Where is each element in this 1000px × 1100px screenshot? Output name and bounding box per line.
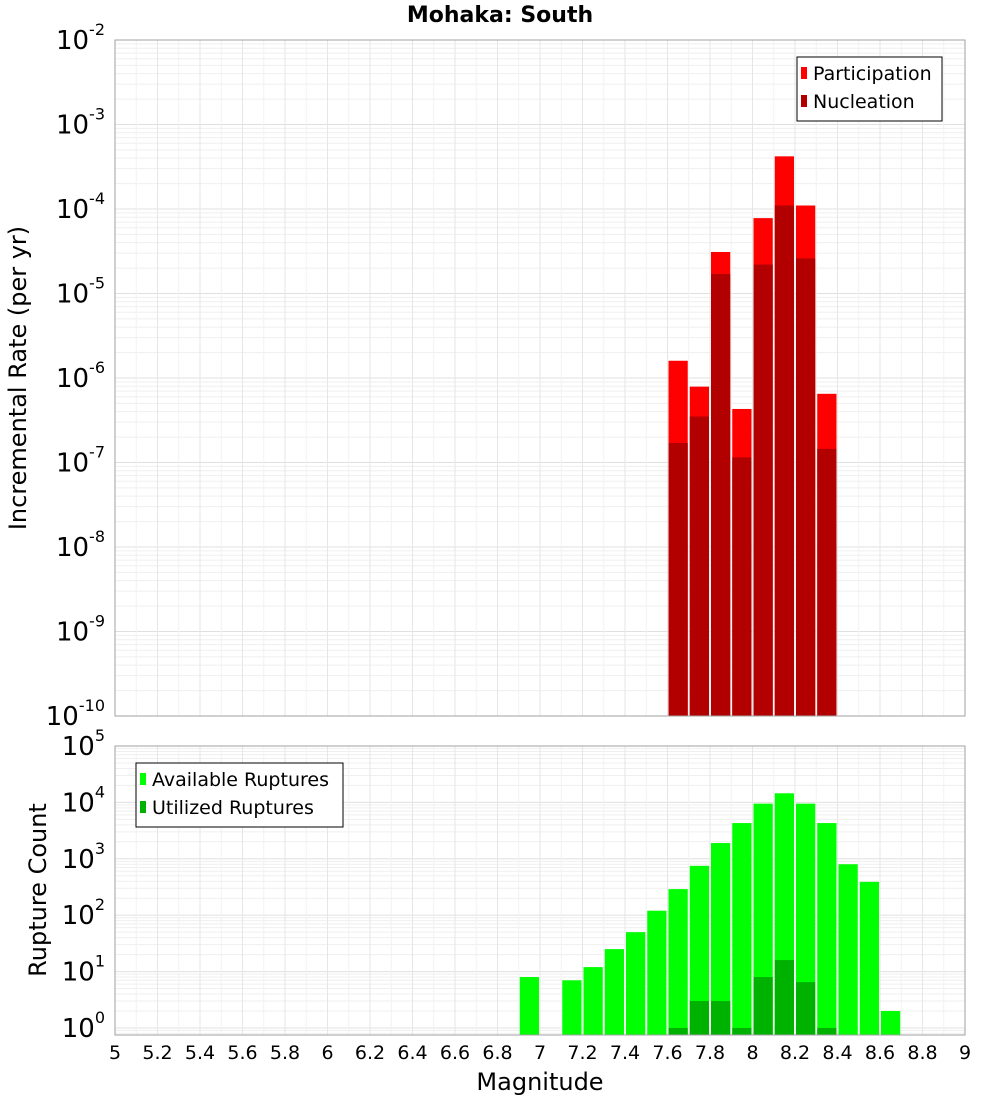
x-tick-label: 7.6: [652, 1042, 682, 1064]
rate-bar: [753, 264, 773, 716]
x-tick-label: 7: [534, 1042, 546, 1064]
rate-bar: [711, 274, 731, 716]
rate-y-tick-label: 10-8: [56, 527, 105, 563]
rate-legend-swatch: [801, 95, 807, 107]
rate-legend-label: Participation: [813, 63, 932, 85]
count-bar: [668, 889, 688, 1035]
count-legend-swatch: [140, 773, 146, 785]
rate-series-1: [668, 205, 837, 716]
x-tick-label: 5.2: [142, 1042, 172, 1064]
count-y-tick-label: 103: [62, 839, 105, 875]
count-x-ticks: 5 5.2 5.4 5.6 5.8 6 6.2 6.4 6.6 6.8 7 7.2 7.4 7.6 7.8 8…: [109, 1042, 971, 1064]
rate-bar: [732, 457, 752, 716]
count-panel: 100 101 102 103 104 105 5 5.2 5.4 5.6 5.8 6 6.2 6.4 6.…: [62, 726, 971, 1064]
rate-legend-box: [796, 56, 943, 122]
count-bar: [753, 977, 773, 1035]
count-bar: [626, 932, 646, 1035]
rate-bar: [817, 448, 837, 716]
rate-bar: [796, 258, 816, 716]
chart-title: Mohaka: South: [407, 3, 593, 28]
count-bar: [689, 1001, 709, 1035]
x-tick-label: 5.4: [185, 1042, 215, 1064]
count-bar: [732, 1027, 752, 1035]
x-tick-label: 8.8: [907, 1042, 937, 1064]
count-bar: [562, 980, 582, 1035]
count-series-0: [519, 793, 901, 1035]
count-bar: [796, 803, 816, 1035]
x-tick-label: 6.4: [397, 1042, 427, 1064]
count-bar: [647, 910, 667, 1035]
count-bar: [838, 864, 858, 1035]
count-series-1: [668, 960, 837, 1035]
count-bar: [583, 967, 603, 1035]
count-y-tick-label: 100: [62, 1008, 105, 1044]
rate-plot-frame: [114, 39, 966, 717]
rate-legend-label: Nucleation: [813, 91, 915, 113]
count-bar: [519, 977, 539, 1035]
count-bar: [774, 960, 794, 1035]
count-bar: [881, 1010, 901, 1035]
magnitude-x-axis-label: Magnitude: [476, 1068, 603, 1096]
rate-y-tick-label: 10-7: [56, 443, 105, 479]
count-y-axis-label: Rupture Count: [24, 803, 52, 977]
x-tick-label: 8: [746, 1042, 758, 1064]
rate-y-tick-label: 10-2: [56, 20, 105, 56]
rate-y-tick-label: 10-4: [56, 189, 105, 225]
count-legend-label: Available Ruptures: [152, 769, 329, 791]
count-bar: [604, 949, 624, 1035]
count-bar: [859, 881, 879, 1035]
x-tick-label: 5.8: [270, 1042, 300, 1064]
rate-y-tick-label: 10-9: [56, 612, 105, 648]
x-tick-label: 8.4: [822, 1042, 852, 1064]
count-legend-swatch: [140, 801, 146, 813]
x-tick-label: 5: [109, 1042, 121, 1064]
rate-panel: 10-10 10-9 10-8 10-7 10-6 10-5 10-4 10-3 10-2 Par…: [46, 20, 966, 732]
rate-grid: [114, 40, 966, 717]
x-tick-label: 6.6: [440, 1042, 470, 1064]
count-bar: [711, 1001, 731, 1035]
x-tick-label: 6.8: [482, 1042, 512, 1064]
rate-bar: [689, 416, 709, 716]
count-y-tick-label: 102: [62, 895, 105, 931]
count-legend-box: [135, 762, 344, 828]
count-y-tick-label: 104: [62, 782, 105, 818]
rate-y-ticks: 10-10 10-9 10-8 10-7 10-6 10-5 10-4 10-3 10-2: [46, 20, 105, 732]
count-bar: [817, 1027, 837, 1035]
rate-y-axis-label: Incremental Rate (per yr): [4, 226, 32, 530]
x-tick-label: 6: [321, 1042, 333, 1064]
count-legend-label: Utilized Ruptures: [152, 797, 314, 819]
rate-y-tick-label: 10-5: [56, 274, 105, 310]
x-tick-label: 5.6: [227, 1042, 257, 1064]
rate-y-tick-label: 10-3: [56, 105, 105, 141]
rate-legend-swatch: [801, 67, 807, 79]
x-tick-label: 8.6: [865, 1042, 895, 1064]
x-tick-label: 7.4: [610, 1042, 640, 1064]
rate-legend: Participation Nucleation: [796, 56, 943, 122]
rate-y-tick-label: 10-6: [56, 358, 105, 394]
count-legend: Available Ruptures Utilized Ruptures: [135, 762, 344, 828]
x-tick-label: 7.8: [695, 1042, 725, 1064]
count-bar: [689, 865, 709, 1035]
count-y-ticks: 100 101 102 103 104 105: [62, 726, 105, 1044]
count-y-tick-label: 105: [62, 726, 105, 762]
rate-bar: [774, 205, 794, 716]
rate-y-tick-label: 10-10: [46, 696, 105, 732]
rate-bar: [668, 443, 688, 716]
x-tick-label: 6.2: [355, 1042, 385, 1064]
count-y-tick-label: 101: [62, 952, 105, 988]
x-tick-label: 8.2: [780, 1042, 810, 1064]
count-bar: [817, 823, 837, 1035]
count-bar: [711, 843, 731, 1035]
count-bar: [732, 823, 752, 1035]
count-bar: [668, 1027, 688, 1035]
count-plot-frame: [114, 745, 966, 1036]
count-bar: [796, 982, 816, 1035]
x-tick-label: 9: [959, 1042, 971, 1064]
x-tick-label: 7.2: [567, 1042, 597, 1064]
